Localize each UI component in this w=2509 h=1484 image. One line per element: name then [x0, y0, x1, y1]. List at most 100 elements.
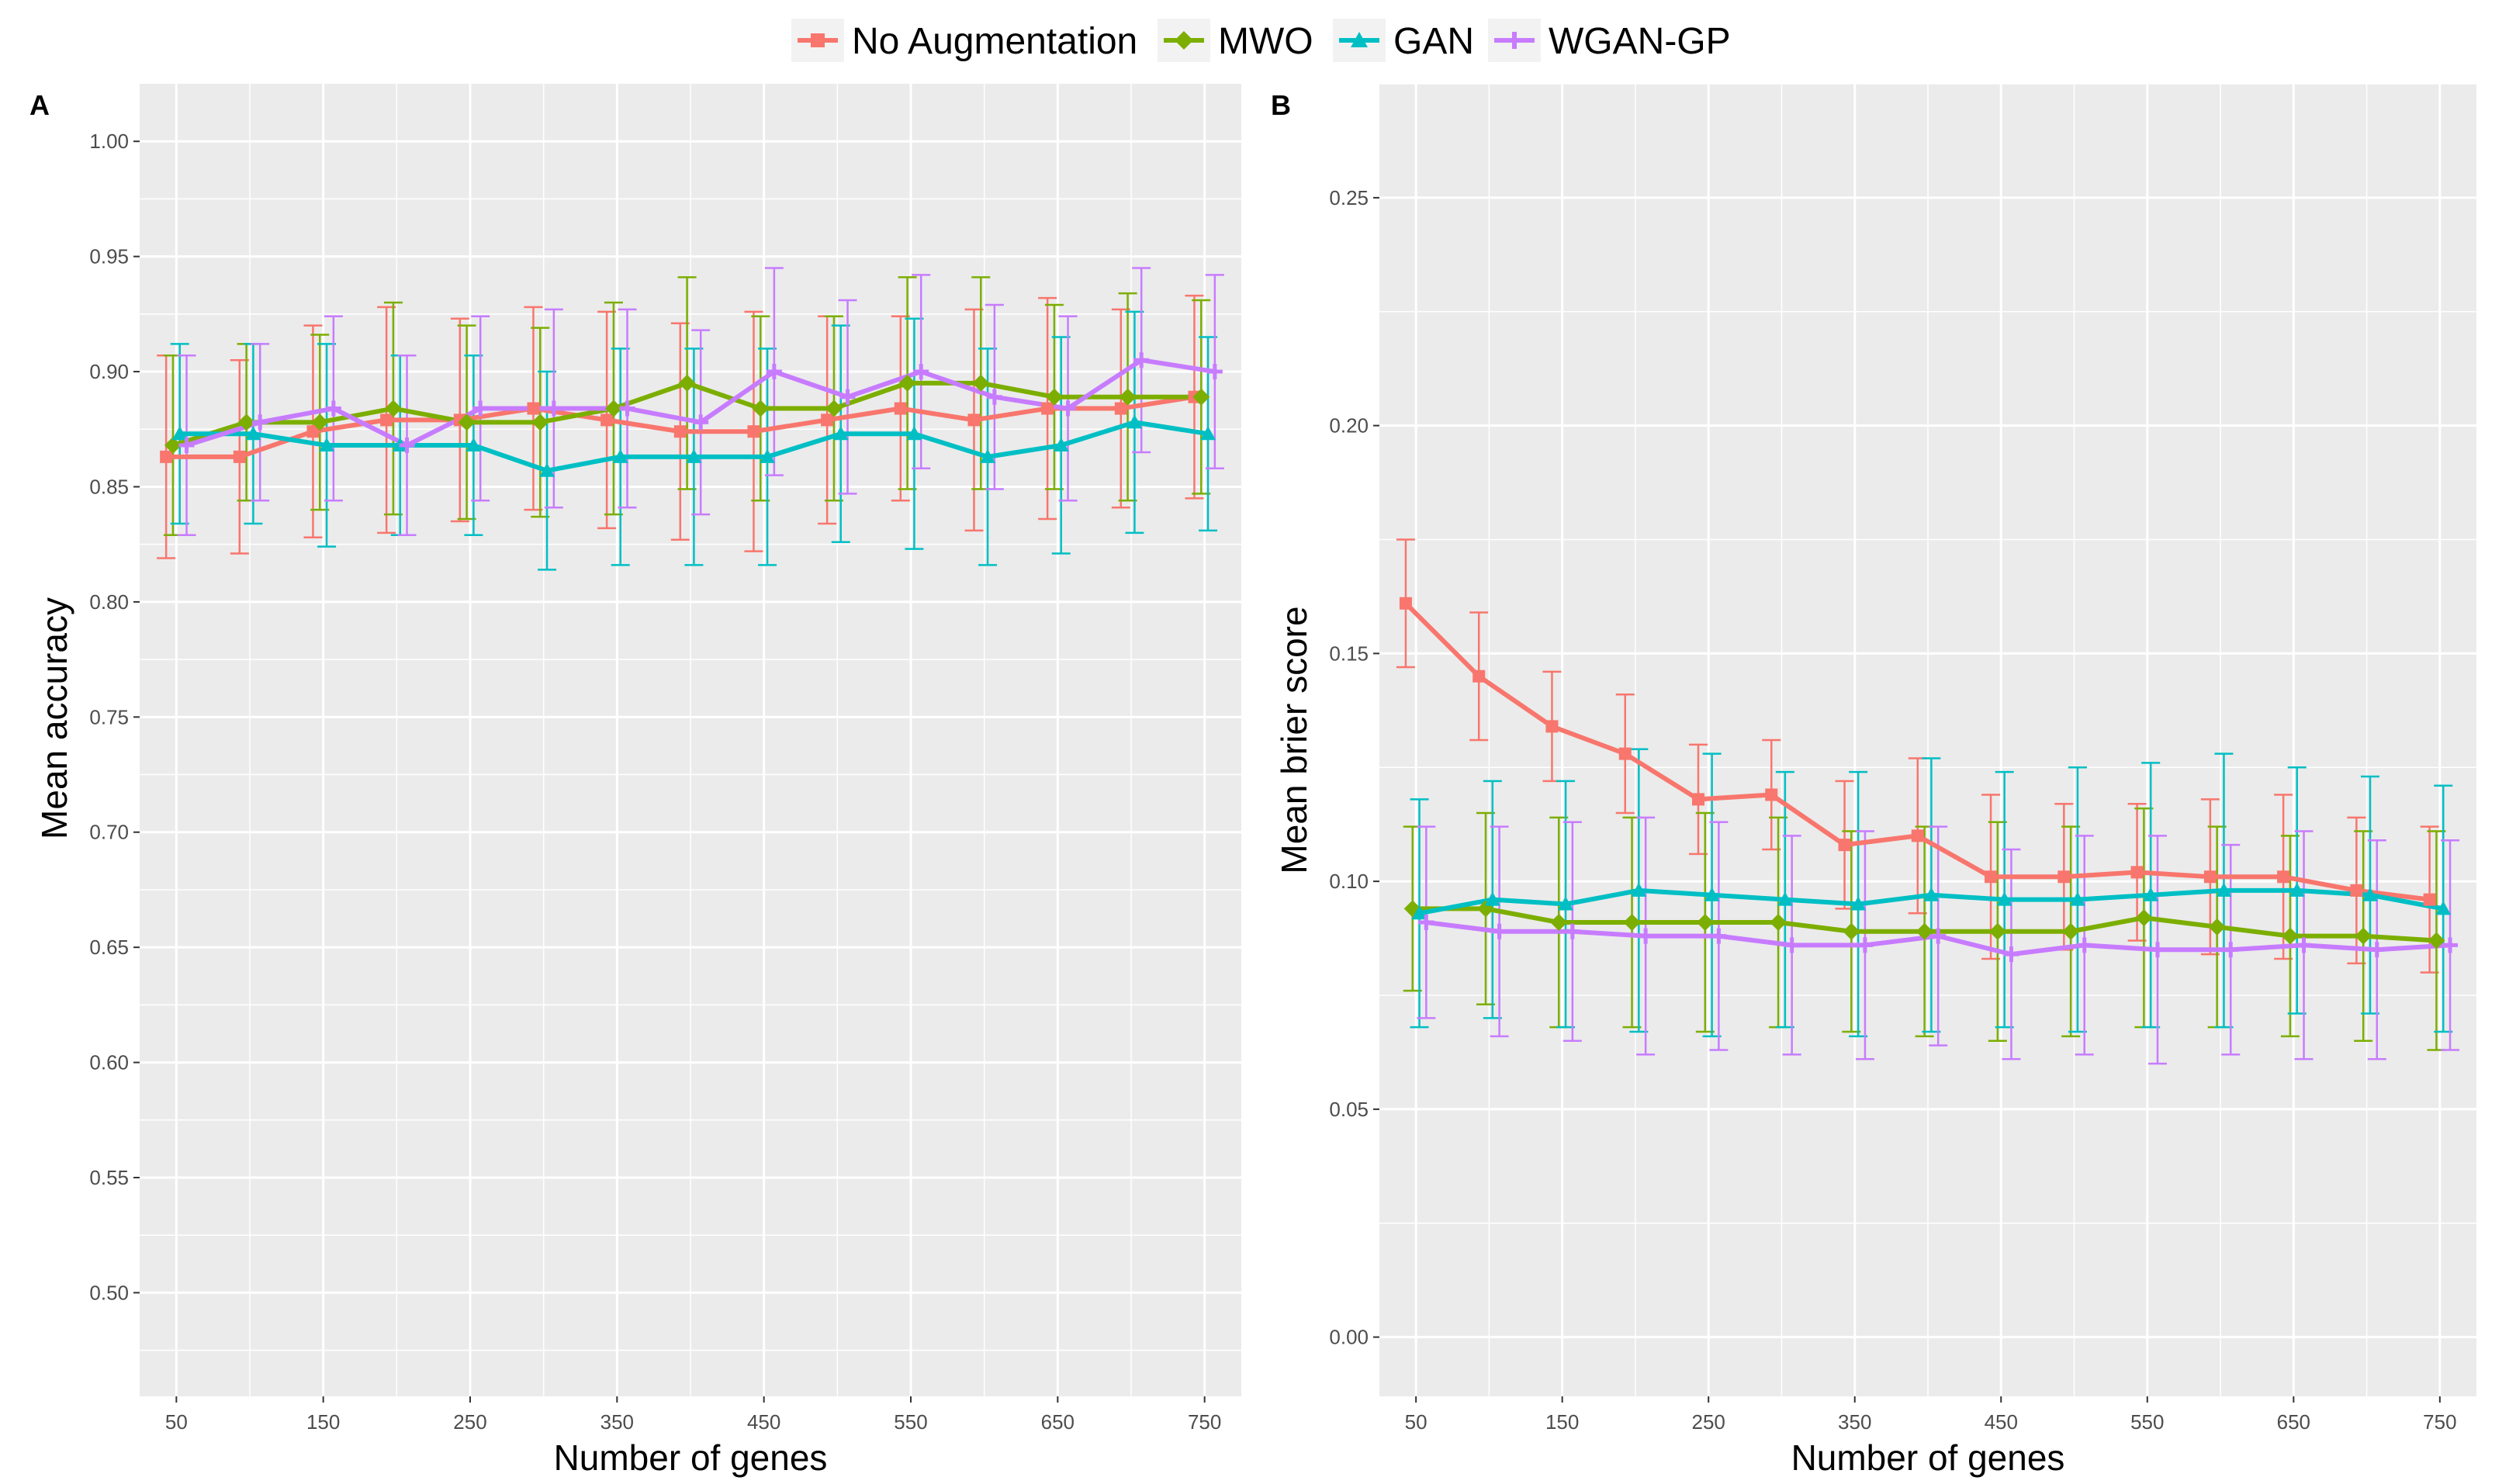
- panel-a-point-no-augmentation: [160, 450, 173, 463]
- panel-b-x-tick-label: 750: [2423, 1410, 2456, 1434]
- panel-a-point-no-augmentation: [306, 425, 320, 438]
- panel-a-point-no-augmentation: [894, 402, 907, 415]
- panel-a-point-no-augmentation: [380, 413, 393, 427]
- panel-b-point-no-augmentation: [1838, 839, 1851, 852]
- panel-a-point-no-augmentation: [1114, 402, 1127, 415]
- panel-b-y-axis-title: Mean brier score: [1274, 606, 1314, 873]
- panel-b-point-mwo: [2208, 918, 2226, 936]
- panel-b-point-wgan-gp: [1491, 923, 1507, 939]
- panel-a-point-gan: [465, 438, 482, 452]
- panel-a-y-tick-label: 0.80: [89, 590, 129, 614]
- panel-b-point-gan: [1777, 891, 1793, 906]
- panel-b-point-no-augmentation: [1473, 669, 1486, 683]
- panel-a-point-no-augmentation: [821, 413, 834, 427]
- panel-b-point-wgan-gp: [2223, 942, 2239, 958]
- panel-b-point-wgan-gp: [2150, 942, 2165, 958]
- panel-a-x-tick-label: 450: [747, 1410, 780, 1434]
- panel-b-point-no-augmentation: [2130, 866, 2144, 879]
- panel-a-point-wgan-gp: [325, 400, 341, 417]
- panel-b-point-no-augmentation: [1911, 829, 1924, 842]
- panel-a-point-gan: [686, 448, 702, 463]
- panel-a-x-tick-label: 150: [306, 1410, 340, 1434]
- panel-a-point-wgan-gp: [1133, 352, 1150, 368]
- panel-b-point-mwo: [2355, 927, 2372, 945]
- panel-b-point-gan: [2362, 887, 2378, 901]
- panel-a-point-mwo: [1192, 388, 1210, 406]
- panel-b-y-tick-label: 0.15: [1329, 642, 1369, 665]
- panel-b-point-gan: [1923, 887, 1940, 901]
- panel-b-point-wgan-gp: [2076, 937, 2092, 953]
- panel-b: B 0.00 0.05 0.10 0.15 0.20 0.25 50 150 250 350 45…: [1271, 83, 2476, 1478]
- panel-a-point-gan: [980, 448, 996, 463]
- panel-b-point-wgan-gp: [2369, 942, 2385, 958]
- panel-a-point-wgan-gp: [693, 414, 709, 431]
- legend-marker-wgan-gp: [1506, 32, 1523, 49]
- panel-a-point-wgan-gp: [839, 389, 856, 405]
- panel-b-point-wgan-gp: [2296, 937, 2312, 953]
- legend-item-no-augmentation: No Augmentation: [791, 19, 1137, 62]
- panel-a-point-mwo: [972, 374, 990, 392]
- legend-marker-no-augmentation: [811, 33, 825, 47]
- panel-a-y-axis-title: Mean accuracy: [34, 597, 74, 839]
- panel-b-x-tick-label: 450: [1985, 1410, 2018, 1434]
- legend: No Augmentation MWO GAN WGAN-GP: [791, 19, 1731, 62]
- panel-a-point-no-augmentation: [747, 425, 760, 438]
- panel-a-point-no-augmentation: [673, 425, 687, 438]
- panel-b-point-gan: [2216, 882, 2232, 897]
- legend-item-gan: GAN: [1333, 19, 1474, 62]
- panel-b-point-wgan-gp: [1564, 923, 1580, 939]
- panel-a-point-mwo: [1045, 388, 1063, 406]
- panel-a-y-tick-label: 0.70: [89, 821, 129, 844]
- panel-a-point-gan: [171, 426, 188, 441]
- panel-b-y-tick-label: 0.10: [1329, 870, 1369, 893]
- panel-b-point-no-augmentation: [1618, 747, 1632, 760]
- panel-b-point-mwo: [1770, 914, 1787, 931]
- panel-b-x-ticks: 50 150 250 350 450 550 650 750: [1405, 1396, 2457, 1434]
- panel-a-point-gan: [760, 448, 776, 463]
- panel-b-point-mwo: [1623, 914, 1641, 931]
- panel-b-point-wgan-gp: [1930, 928, 1947, 944]
- panel-a-point-gan: [906, 426, 922, 441]
- panel-b-tag: B: [1271, 89, 1291, 121]
- panel-b-point-gan: [2069, 891, 2085, 906]
- panel-b-point-gan: [1704, 887, 1720, 901]
- panel-a-y-tick-label: 0.95: [89, 245, 129, 268]
- panel-a-point-mwo: [604, 400, 622, 417]
- panel-a-point-wgan-gp: [913, 364, 929, 380]
- panel-a-x-tick-label: 350: [600, 1410, 634, 1434]
- panel-b-point-no-augmentation: [1545, 720, 1559, 733]
- panel-a-point-wgan-gp: [545, 400, 562, 417]
- panel-b-point-gan: [2289, 882, 2305, 897]
- panel-a-y-tick-label: 0.50: [89, 1281, 129, 1304]
- panel-a-y-tick-label: 0.65: [89, 936, 129, 959]
- panel-a-x-tick-label: 550: [894, 1410, 927, 1434]
- panel-a-point-gan: [832, 426, 849, 441]
- panel-a-y-tick-label: 1.00: [89, 130, 129, 153]
- panel-a-point-mwo: [458, 413, 476, 431]
- panel-a-point-gan: [319, 438, 335, 452]
- panel-b-y-ticks: 0.00 0.05 0.10 0.15 0.20 0.25: [1329, 186, 1379, 1349]
- panel-b-point-mwo: [1988, 922, 2006, 940]
- panel-b-point-no-augmentation: [1399, 597, 1412, 610]
- panel-b-point-no-augmentation: [2057, 870, 2071, 884]
- panel-b-point-no-augmentation: [2277, 870, 2290, 884]
- panel-b-point-no-augmentation: [1985, 870, 1998, 884]
- panel-a-point-mwo: [898, 374, 916, 392]
- panel-b-point-no-augmentation: [2203, 870, 2217, 884]
- panel-b-point-mwo: [2062, 922, 2080, 940]
- panel-b-x-tick-label: 150: [1545, 1410, 1579, 1434]
- panel-b-point-gan: [1631, 882, 1647, 897]
- panel-a-point-gan: [612, 448, 628, 463]
- panel-b-x-tick-label: 550: [2130, 1410, 2164, 1434]
- panel-a-point-wgan-gp: [399, 438, 415, 454]
- panel-b-point-mwo: [1550, 914, 1568, 931]
- panel-b-point-no-augmentation: [2423, 893, 2436, 906]
- panel-b-point-wgan-gp: [1711, 928, 1727, 944]
- panel-b-x-tick-label: 650: [2277, 1410, 2310, 1434]
- panel-b-x-tick-label: 50: [1405, 1410, 1428, 1434]
- panel-a-point-mwo: [752, 400, 770, 417]
- panel-b-point-gan: [1484, 891, 1500, 906]
- panel-a-x-axis-title: Number of genes: [554, 1437, 828, 1478]
- panel-a-point-mwo: [1119, 388, 1137, 406]
